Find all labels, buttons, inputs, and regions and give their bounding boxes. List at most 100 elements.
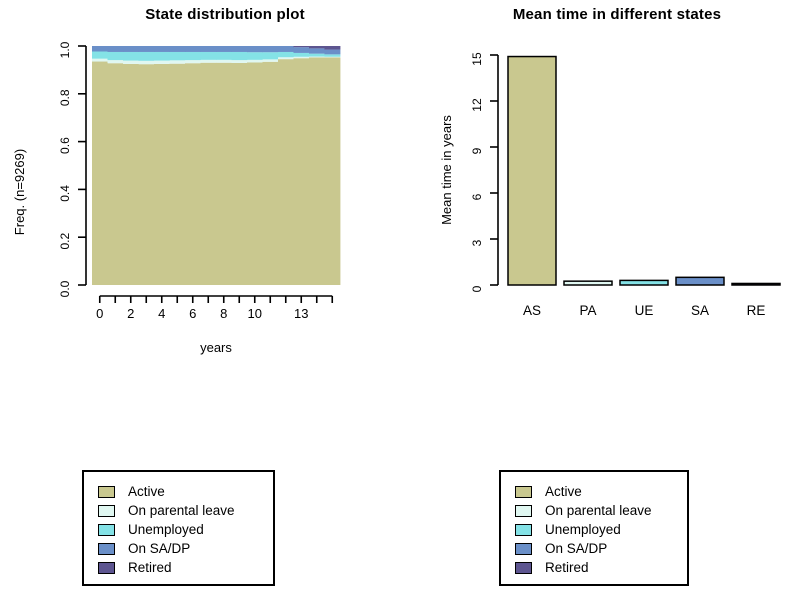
left-y-tick-label: 0.0 xyxy=(58,280,72,297)
bar-UE xyxy=(619,279,669,286)
area-segment-RE xyxy=(293,46,310,48)
area-segment-AS xyxy=(185,63,201,285)
area-segment-PA xyxy=(309,56,325,58)
area-segment-SA xyxy=(92,46,108,52)
area-segment-AS xyxy=(123,63,139,285)
area-segment-PA xyxy=(278,57,294,60)
area-segment-UE xyxy=(107,51,124,61)
left-y-tick-label: 0.6 xyxy=(58,137,72,154)
area-segment-RE xyxy=(324,46,341,50)
area-segment-PA xyxy=(262,59,279,62)
area-segment-AS xyxy=(200,62,217,286)
area-segment-UE xyxy=(324,54,341,57)
area-segment-AS xyxy=(293,58,310,286)
legend-label: Unemployed xyxy=(545,522,621,537)
area-segment-UE xyxy=(216,51,232,60)
area-segment-SA xyxy=(216,46,232,52)
left-x-tick-label: 13 xyxy=(294,306,308,321)
left-x-tick-label: 2 xyxy=(127,306,134,321)
right-y-tick-label: 15 xyxy=(470,52,484,66)
area-segment-PA xyxy=(138,60,155,65)
area-segment-SA xyxy=(293,47,310,53)
area-segment-UE xyxy=(262,52,279,60)
legend-swatch-PA xyxy=(515,504,532,517)
legend-label: On parental leave xyxy=(545,503,652,518)
right-y-tick-label: 9 xyxy=(470,147,484,154)
bar-SA xyxy=(675,276,725,286)
legend-item-SA: On SA/DP xyxy=(515,539,687,558)
area-segment-PA xyxy=(216,59,232,63)
area-segment-PA xyxy=(324,56,341,58)
legend-label: On SA/DP xyxy=(128,541,191,556)
area-segment-UE xyxy=(309,53,325,57)
area-segment-SA xyxy=(123,46,139,52)
area-segment-SA xyxy=(154,46,170,52)
area-segment-SA xyxy=(169,46,186,52)
legend-item-PA: On parental leave xyxy=(98,501,273,520)
right-chart-title: Mean time in different states xyxy=(512,6,722,23)
legend-item-AS: Active xyxy=(515,482,687,501)
area-segment-PA xyxy=(231,60,248,63)
bar-RE xyxy=(731,282,781,286)
right-legend-list: Active On parental leave Unemployed On SA/D… xyxy=(515,482,687,577)
legend-swatch-UE xyxy=(98,523,115,536)
area-segment-SA xyxy=(324,49,341,55)
right-legend-box: Active On parental leave Unemployed On SA/D… xyxy=(499,470,689,586)
left-y-tick-label: 0.4 xyxy=(58,185,72,202)
area-segment-AS xyxy=(247,62,263,286)
area-segment-PA xyxy=(247,59,263,63)
area-segment-AS xyxy=(231,62,248,286)
area-segment-SA xyxy=(107,46,124,52)
area-segment-AS xyxy=(92,61,108,285)
left-legend-box: Active On parental leave Unemployed On SA/D… xyxy=(82,470,275,586)
legend-swatch-PA xyxy=(98,504,115,517)
legend-label: Retired xyxy=(128,560,172,575)
left-y-tick-label: 0.2 xyxy=(58,233,72,250)
bar-category-label: PA xyxy=(579,303,596,318)
left-y-tick-label: 0.8 xyxy=(58,89,72,106)
legend-item-UE: Unemployed xyxy=(515,520,687,539)
legend-item-RE: Retired xyxy=(515,558,687,577)
area-segment-SA xyxy=(278,46,294,52)
legend-label: Retired xyxy=(545,560,589,575)
area-segment-PA xyxy=(123,60,139,64)
left-x-tick-label: 10 xyxy=(248,306,262,321)
legend-item-UE: Unemployed xyxy=(98,520,273,539)
area-segment-AS xyxy=(309,57,325,285)
area-segment-PA xyxy=(200,59,217,63)
left-legend-list: Active On parental leave Unemployed On SA/D… xyxy=(98,482,273,577)
area-segment-AS xyxy=(216,62,232,286)
area-segment-PA xyxy=(92,58,108,62)
left-x-tick-label: 4 xyxy=(158,306,165,321)
area-segment-UE xyxy=(154,51,170,61)
area-segment-UE xyxy=(293,52,310,57)
left-chart-title: State distribution plot xyxy=(145,6,305,23)
area-segment-AS xyxy=(324,57,341,285)
bar-category-label: RE xyxy=(747,303,766,318)
area-segment-AS xyxy=(169,63,186,285)
bar-PA xyxy=(563,280,613,286)
right-y-tick-label: 3 xyxy=(470,239,484,246)
area-segment-PA xyxy=(169,60,186,64)
area-segment-UE xyxy=(169,51,186,61)
right-y-tick-label: 0 xyxy=(470,285,484,292)
area-segment-PA xyxy=(293,56,310,59)
area-segment-SA xyxy=(200,46,217,52)
area-segment-SA xyxy=(247,46,263,53)
legend-swatch-SA xyxy=(515,542,532,555)
area-segment-SA xyxy=(185,46,201,52)
legend-item-SA: On SA/DP xyxy=(98,539,273,558)
legend-item-RE: Retired xyxy=(98,558,273,577)
area-segment-UE xyxy=(92,51,108,59)
area-segment-UE xyxy=(278,51,294,58)
bar-AS xyxy=(507,55,557,286)
area-segment-SA xyxy=(138,46,155,52)
left-x-tick-label: 8 xyxy=(220,306,227,321)
area-segment-UE xyxy=(123,51,139,61)
area-segment-AS xyxy=(138,64,155,285)
left-x-tick-label: 6 xyxy=(189,306,196,321)
area-segment-PA xyxy=(154,60,170,64)
area-segment-SA xyxy=(309,48,325,54)
legend-label: On parental leave xyxy=(128,503,235,518)
